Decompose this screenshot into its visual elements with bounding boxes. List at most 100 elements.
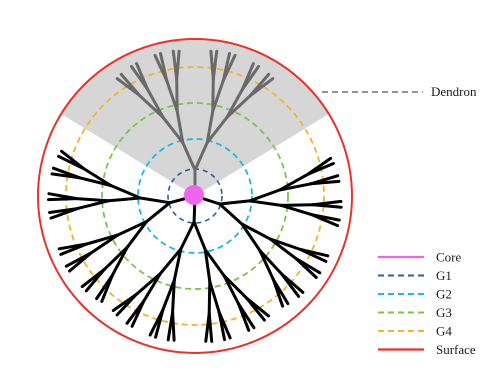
branch-segment	[175, 109, 185, 145]
branch-segment	[248, 188, 282, 203]
ring-g3	[101, 102, 289, 290]
branch-segment	[68, 251, 93, 273]
branch-segment	[138, 196, 172, 205]
branch-segment	[161, 115, 185, 145]
branch-segment	[208, 280, 221, 314]
branch-segment	[294, 256, 322, 275]
branch-segment	[299, 248, 330, 258]
branch-segment	[217, 310, 232, 340]
branch-segment	[145, 201, 172, 224]
branch-segment	[84, 267, 106, 293]
branch-segment	[125, 220, 149, 249]
branch-segment	[248, 199, 283, 207]
branch-segment	[100, 273, 114, 303]
branch-segment	[279, 203, 315, 207]
branch-segment	[240, 222, 272, 241]
branch-segment	[109, 184, 142, 200]
branch-segment	[310, 213, 341, 222]
legend-label-core: Core	[436, 250, 462, 265]
legend-label-g1: G1	[436, 268, 452, 283]
branch-segment	[49, 207, 79, 220]
branch-segment	[134, 272, 162, 296]
branch-segment	[245, 296, 270, 318]
branch-segment	[211, 79, 225, 113]
branch-segment	[171, 49, 179, 81]
branch-segment	[280, 272, 305, 294]
branch-segment	[138, 94, 165, 119]
surface-circle	[37, 38, 353, 354]
branch-segment	[57, 154, 86, 171]
branch-segment	[82, 167, 113, 187]
legend-label-g2: G2	[436, 287, 452, 302]
branch-segment	[161, 278, 176, 312]
branch-segment	[193, 141, 209, 172]
branch-segment	[237, 302, 256, 330]
legend-label-surface: Surface	[436, 342, 476, 357]
branch-segment	[209, 49, 215, 81]
branch-segment	[50, 172, 82, 180]
branch-segment	[78, 176, 113, 187]
branch-segment	[222, 274, 249, 300]
branch-segment	[175, 77, 179, 113]
branch-segment	[240, 62, 255, 91]
branch-segment	[130, 299, 146, 328]
branch-segment	[211, 77, 215, 113]
branch-segment	[205, 109, 215, 145]
branch-segment	[221, 52, 231, 83]
branch-segment	[311, 199, 343, 207]
branch-segment	[306, 156, 333, 176]
ring-g2	[137, 138, 253, 254]
branch-segment	[205, 115, 229, 145]
branch-segment	[115, 77, 142, 98]
branch-segment	[75, 197, 110, 203]
branch-segment	[85, 233, 120, 246]
branch-segment	[47, 197, 78, 202]
branch-segment	[203, 248, 226, 278]
branch-segment	[278, 182, 313, 192]
branch-segment	[106, 196, 142, 203]
branch-segment	[192, 220, 207, 252]
core-circle	[184, 185, 204, 205]
branch-segment	[258, 249, 275, 282]
branch-segment	[207, 280, 212, 315]
branch-segment	[115, 293, 138, 317]
branch-segment	[75, 199, 110, 211]
branch-segment	[110, 245, 129, 277]
branch-segment	[89, 233, 120, 255]
dendron-sector	[40, 39, 350, 196]
branch-segment	[142, 272, 162, 303]
branch-segment	[179, 220, 196, 251]
branch-segment	[181, 141, 197, 172]
branch-segment	[172, 247, 183, 282]
branch-segment	[225, 94, 252, 119]
legend-label-g4: G4	[436, 324, 452, 339]
branch-segment	[154, 308, 165, 339]
branch-segment	[218, 202, 244, 226]
branch-segment	[207, 312, 214, 343]
branch-segment	[258, 249, 284, 276]
branch-segment	[268, 237, 298, 260]
legend: Core G1 G2 G3 G4 Surface	[378, 250, 476, 357]
branch-segment	[240, 222, 262, 253]
branch-segment	[203, 248, 212, 283]
branch-segment	[102, 245, 129, 271]
branch-segment	[271, 278, 290, 306]
branch-segment	[225, 87, 244, 119]
branch-segment	[218, 199, 252, 206]
branch-segment	[158, 247, 183, 275]
branch-segment	[279, 203, 314, 217]
branch-segment	[59, 242, 89, 256]
branch-segment	[309, 174, 340, 186]
dendron-label: Dendron	[431, 84, 477, 99]
branch-segment	[165, 79, 179, 113]
branch-segment	[153, 53, 169, 83]
legend-label-g3: G3	[436, 305, 452, 320]
branch-segment	[171, 278, 176, 314]
dendron-branches	[47, 49, 343, 343]
branch-segment	[130, 65, 150, 91]
branch-segment	[222, 274, 241, 306]
branch-segment	[146, 87, 165, 119]
branch-segment	[248, 72, 271, 98]
branch-segment	[171, 310, 176, 342]
